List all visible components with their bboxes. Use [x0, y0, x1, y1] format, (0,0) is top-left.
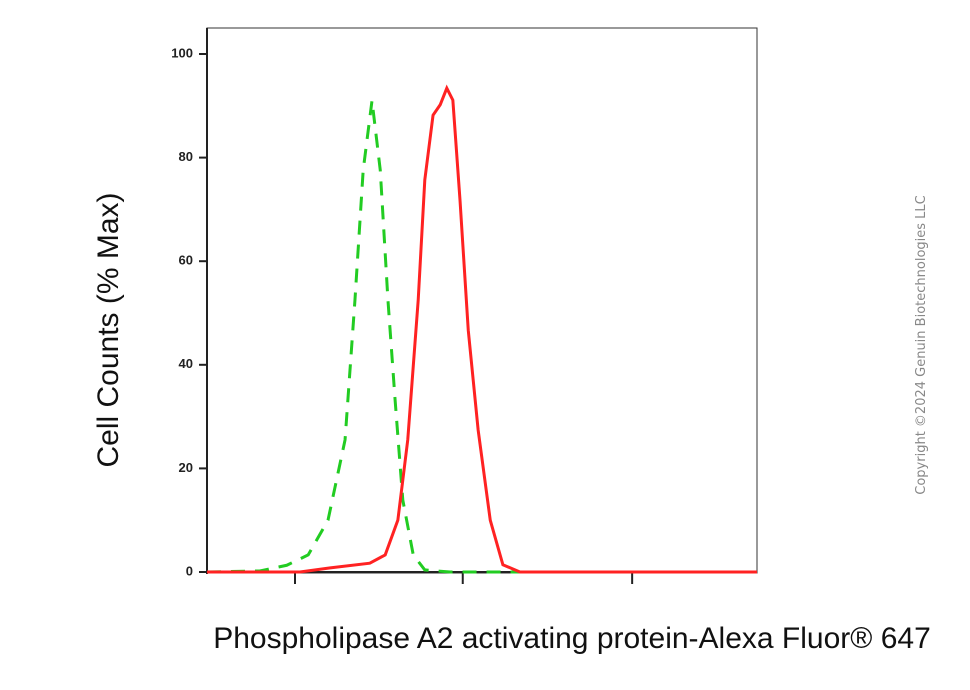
histogram-line	[206, 100, 757, 574]
y-tick-label: 20	[179, 460, 193, 475]
y-tick-label: 80	[179, 149, 193, 164]
y-tick-label: 100	[171, 45, 193, 60]
x-axis-label: Phospholipase A2 activating protein-Alex…	[213, 622, 931, 655]
histogram-line	[207, 84, 757, 574]
y-tick-label: 60	[179, 253, 193, 268]
y-tick-label: 0	[186, 563, 193, 578]
plot-frame	[206, 27, 758, 574]
y-tick-label: 40	[179, 356, 193, 371]
y-axis-label: Cell Counts (% Max)	[92, 192, 125, 467]
copyright: Copyright ©2024 Genuin Biotechnologies L…	[914, 195, 929, 494]
